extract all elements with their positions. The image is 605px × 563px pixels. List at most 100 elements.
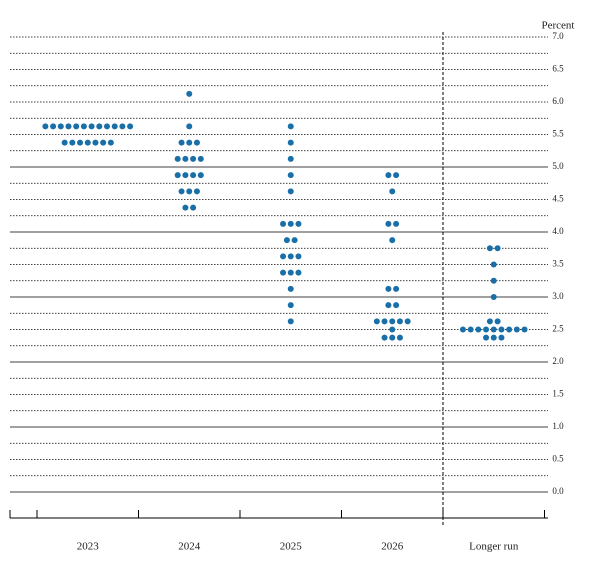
dot: [104, 123, 110, 130]
dot: [287, 285, 294, 292]
dot: [483, 326, 490, 333]
y-tick-label: 5.5: [552, 129, 564, 139]
dot: [178, 139, 185, 146]
dot: [291, 237, 298, 244]
dot: [494, 318, 501, 325]
dot: [467, 326, 474, 333]
x-tick-label: 2024: [178, 541, 201, 553]
dot: [287, 302, 294, 309]
dot: [287, 123, 294, 130]
dot: [381, 334, 388, 341]
dot: [100, 139, 107, 146]
dot: [42, 123, 49, 130]
dot: [498, 334, 505, 341]
x-tick-label: Longer run: [469, 541, 519, 553]
dot: [295, 253, 302, 260]
dot: [459, 326, 466, 333]
y-tick-label: 1.0: [552, 421, 564, 431]
dot: [287, 155, 294, 162]
dot: [389, 237, 396, 244]
dot: [389, 334, 396, 341]
y-tick-label: 3.5: [552, 259, 564, 269]
dot: [490, 334, 497, 341]
y-tick-label: 4.5: [552, 194, 564, 204]
dot: [393, 285, 400, 292]
dot: [385, 172, 392, 179]
dot: [295, 269, 302, 276]
dot: [494, 245, 501, 252]
dot: [280, 220, 287, 227]
dot: [69, 139, 76, 146]
y-tick-label: 3.0: [552, 291, 564, 301]
y-tick-label: 0.5: [552, 454, 564, 464]
dot: [197, 155, 204, 162]
dot: [373, 318, 380, 325]
dot: [178, 188, 185, 195]
dot: [127, 123, 134, 130]
dot: [186, 188, 193, 195]
dot: [280, 253, 287, 260]
dot: [186, 139, 193, 146]
dot: [193, 139, 200, 146]
dot: [521, 326, 528, 333]
x-tick-label: 2026: [381, 541, 404, 553]
y-tick-label: 6.0: [552, 96, 564, 106]
y-tick-label: 2.0: [552, 356, 564, 366]
dot: [490, 326, 497, 333]
y-axis-label: Percent: [542, 20, 575, 32]
dot: [182, 172, 189, 179]
y-tick-label: 1.5: [552, 389, 564, 399]
dot: [96, 123, 103, 130]
dot: [50, 123, 57, 130]
y-tick-label: 2.5: [552, 324, 564, 334]
dot: [111, 123, 118, 130]
dot: [287, 172, 294, 179]
dot: [107, 139, 114, 146]
dot: [385, 302, 392, 309]
dot: [490, 277, 497, 284]
dot: [283, 237, 290, 244]
dot: [186, 123, 193, 130]
dot: [486, 318, 493, 325]
dot: [393, 172, 400, 179]
dot: [73, 123, 80, 130]
dot: [119, 123, 126, 130]
y-tick-label: 4.0: [552, 226, 564, 236]
dot: [385, 220, 392, 227]
dot: [84, 139, 91, 146]
dot: [404, 318, 411, 325]
dot: [80, 123, 87, 130]
dot: [186, 90, 193, 97]
y-tick-label: 7.0: [552, 31, 564, 41]
dot: [92, 139, 99, 146]
dot: [182, 155, 189, 162]
dot: [287, 139, 294, 146]
dot: [396, 334, 403, 341]
y-tick-label: 6.5: [552, 64, 564, 74]
dot: [193, 188, 200, 195]
dot: [190, 155, 197, 162]
dot: [287, 253, 294, 260]
dot: [65, 123, 72, 130]
dot: [77, 139, 84, 146]
dot: [174, 155, 181, 162]
dot: [490, 294, 497, 300]
dot: [61, 139, 68, 146]
dot: [389, 318, 396, 325]
dot: [486, 245, 493, 252]
dot: [57, 123, 64, 130]
dot: [490, 261, 497, 268]
y-tick-label: 0.0: [552, 486, 564, 496]
dot: [287, 269, 294, 276]
dot: [287, 220, 294, 227]
x-tick-label: 2023: [77, 541, 100, 553]
dot: [190, 204, 197, 211]
dot: [389, 188, 396, 195]
dot: [295, 220, 302, 227]
dot: [287, 188, 294, 195]
dot: [190, 172, 197, 179]
dot: [498, 326, 505, 333]
y-tick-label: 5.0: [552, 161, 564, 171]
dot: [197, 172, 204, 179]
